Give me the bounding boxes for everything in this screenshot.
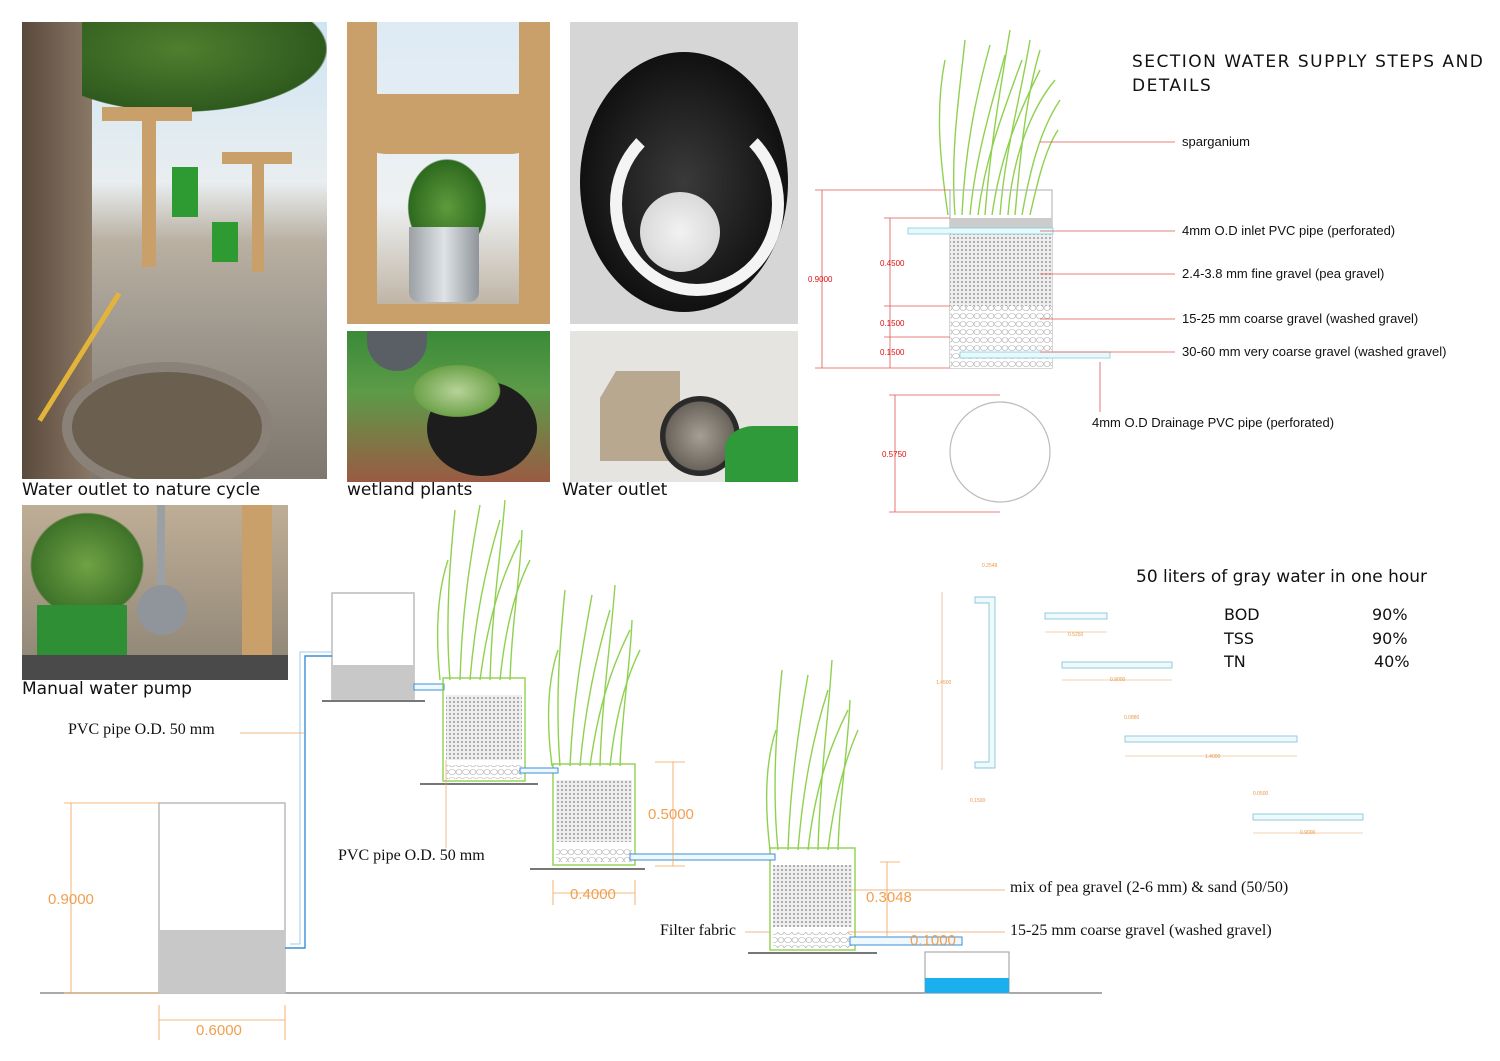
pipe-dim-7: 1.4000 bbox=[1205, 754, 1221, 760]
stat-tn-name: TN bbox=[1224, 652, 1246, 671]
stat-tn-value: 40% bbox=[1374, 652, 1410, 671]
stat-tss-name: TSS bbox=[1224, 629, 1255, 648]
photo-manual-water-pump bbox=[22, 505, 288, 680]
dim-section-fine: 0.4500 bbox=[880, 259, 905, 268]
dim-layer-bottom: 0.1000 bbox=[910, 932, 956, 949]
bed-plants bbox=[436, 499, 859, 851]
label-coarse-gravel-bed: 15-25 mm coarse gravel (washed gravel) bbox=[1010, 922, 1272, 939]
stat-bod-name: BOD bbox=[1224, 605, 1260, 624]
label-sparganium: sparganium bbox=[1182, 134, 1250, 149]
stat-tss-value: 90% bbox=[1372, 629, 1408, 648]
label-drainage-pipe: 4mm O.D Drainage PVC pipe (perforated) bbox=[1092, 415, 1335, 430]
dim-layer-top: 0.3048 bbox=[866, 889, 912, 906]
caption-wetland-plants: wetland plants bbox=[347, 480, 473, 500]
photo-wetland-plants-bucket bbox=[347, 22, 550, 324]
photo-water-outlet-nature-cycle bbox=[22, 22, 327, 479]
performance-heading: 50 liters of gray water in one hour bbox=[1136, 567, 1428, 587]
dim-tank-height: 0.9000 bbox=[48, 891, 94, 908]
dim-section-very-coarse: 0.1500 bbox=[880, 348, 905, 357]
pipe-dim-4: 0.5250 bbox=[1068, 632, 1084, 638]
caption-water-outlet-nature-cycle: Water outlet to nature cycle bbox=[22, 480, 261, 500]
label-inlet-pipe: 4mm O.D inlet PVC pipe (perforated) bbox=[1182, 223, 1396, 238]
pipe-details bbox=[941, 592, 1364, 834]
label-coarse-gravel: 15-25 mm coarse gravel (washed gravel) bbox=[1182, 311, 1419, 326]
dim-section-total: 0.9000 bbox=[808, 275, 833, 284]
label-fine-gravel: 2.4-3.8 mm fine gravel (pea gravel) bbox=[1182, 266, 1385, 281]
pipe-dim-2: 1.4500 bbox=[936, 680, 952, 686]
dim-bed-width: 0.4000 bbox=[570, 886, 616, 903]
label-very-coarse-gravel: 30-60 mm very coarse gravel (washed grav… bbox=[1182, 344, 1447, 359]
sparganium-plant bbox=[938, 29, 1061, 216]
label-pvc-pipe-2: PVC pipe O.D. 50 mm bbox=[338, 847, 485, 864]
system-elevation bbox=[40, 499, 1102, 1040]
caption-water-outlet: Water outlet bbox=[562, 480, 668, 500]
photo-water-outlet-top-view bbox=[570, 331, 798, 482]
caption-manual-water-pump: Manual water pump bbox=[22, 679, 192, 699]
label-filter-fabric: Filter fabric bbox=[660, 922, 736, 939]
pipe-dim-9: 0.9000 bbox=[1300, 830, 1316, 836]
pipe-dim-3: 0.1500 bbox=[970, 798, 986, 804]
pipe-dim-6: 0.0880 bbox=[1124, 715, 1140, 721]
pipe-dim-5: 0.9000 bbox=[1110, 677, 1126, 683]
label-pvc-pipe-1: PVC pipe O.D. 50 mm bbox=[68, 721, 215, 738]
section-title: SECTION WATER SUPPLY STEPS AND DETAILS bbox=[1132, 52, 1485, 96]
stat-bod-value: 90% bbox=[1372, 605, 1408, 624]
photo-water-outlet-gravel-container bbox=[570, 22, 798, 324]
photo-planting-wetland-plants bbox=[347, 331, 550, 482]
dim-bed-height: 0.5000 bbox=[648, 806, 694, 823]
dim-section-circle: 0.5750 bbox=[882, 450, 907, 459]
dim-tank-width: 0.6000 bbox=[196, 1022, 242, 1039]
section-detail bbox=[815, 29, 1175, 513]
pipe-dim-8: 0.0500 bbox=[1253, 791, 1269, 797]
label-gravel-sand-mix: mix of pea gravel (2-6 mm) & sand (50/50… bbox=[1010, 879, 1289, 896]
dim-section-coarse: 0.1500 bbox=[880, 319, 905, 328]
pipe-dim-1: 0.2548 bbox=[982, 563, 998, 569]
